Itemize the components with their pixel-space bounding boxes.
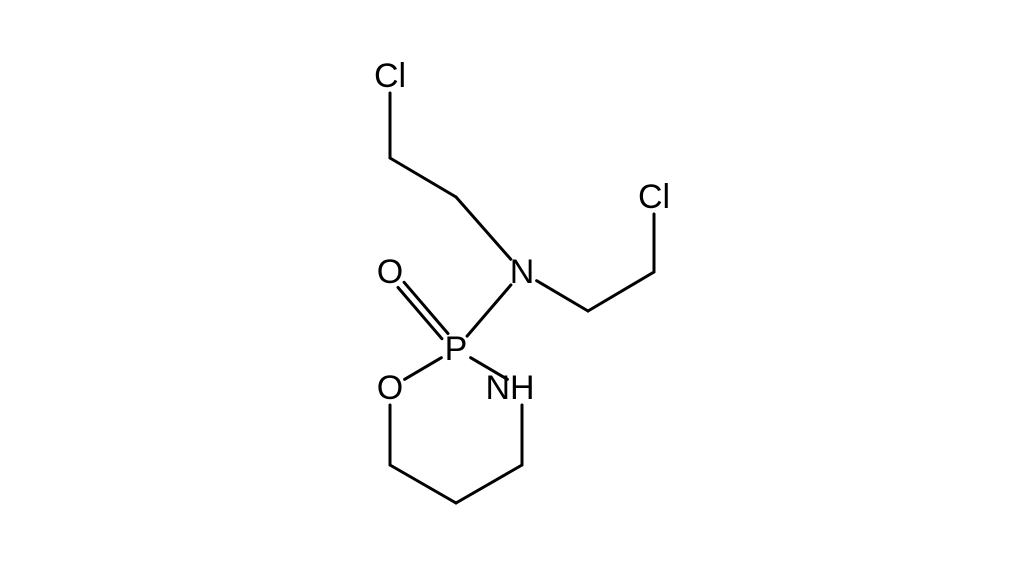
atom-label-cl2: Cl (638, 178, 670, 216)
atom-label-nh: NH (485, 369, 534, 407)
atom-label-od: O (377, 253, 403, 291)
bond (404, 282, 448, 333)
bond (456, 465, 522, 503)
bond (390, 158, 456, 197)
atom-label-n1: N (510, 253, 535, 291)
bond (467, 285, 511, 336)
bond (537, 281, 588, 311)
atom-label-oring: O (377, 369, 403, 407)
bond (390, 465, 456, 503)
bond (405, 358, 442, 380)
bond (456, 197, 511, 259)
atom-label-p: P (445, 330, 468, 368)
atom-label-cl1: Cl (374, 57, 406, 95)
bond (398, 288, 442, 339)
chemical-structure-diagram: Cl Cl N O P O NH (0, 0, 1024, 576)
bond (588, 272, 654, 311)
